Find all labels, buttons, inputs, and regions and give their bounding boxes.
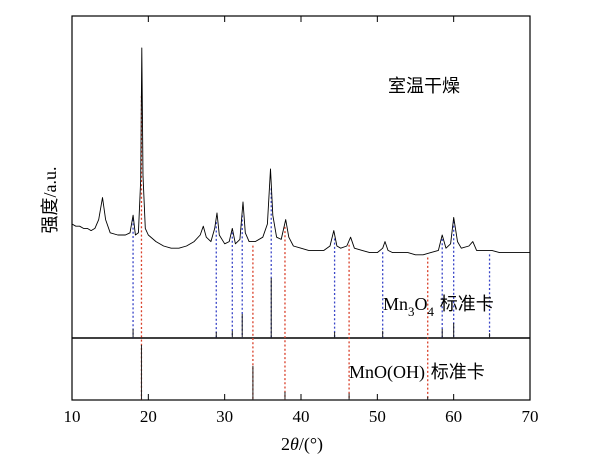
x-axis-label: 2θ/(°): [281, 434, 323, 455]
mnooh-reference-label: MnO(OH) 标准卡: [349, 362, 485, 383]
x-axis-ticks: 10 20 30 40 50 60 70: [64, 16, 539, 426]
x-tick-label-70: 70: [522, 407, 539, 426]
sample-annotation: 室温干燥: [388, 76, 460, 97]
xrd-pattern: [71, 47, 530, 256]
y-axis-label: 强度/a.u.: [40, 167, 60, 234]
x-tick-label-60: 60: [445, 407, 462, 426]
x-tick-label-20: 20: [140, 407, 157, 426]
plot-frame: [71, 15, 531, 401]
x-tick-label-40: 40: [293, 407, 310, 426]
guide-lines: [132, 96, 491, 400]
x-tick-label-10: 10: [64, 407, 81, 426]
xrd-trace: [71, 47, 530, 256]
reference-sticks: [132, 278, 491, 400]
x-tick-label-50: 50: [369, 407, 386, 426]
x-tick-label-30: 30: [216, 407, 233, 426]
mn3o4-reference-label: Mn3O4 标准卡: [383, 294, 494, 319]
